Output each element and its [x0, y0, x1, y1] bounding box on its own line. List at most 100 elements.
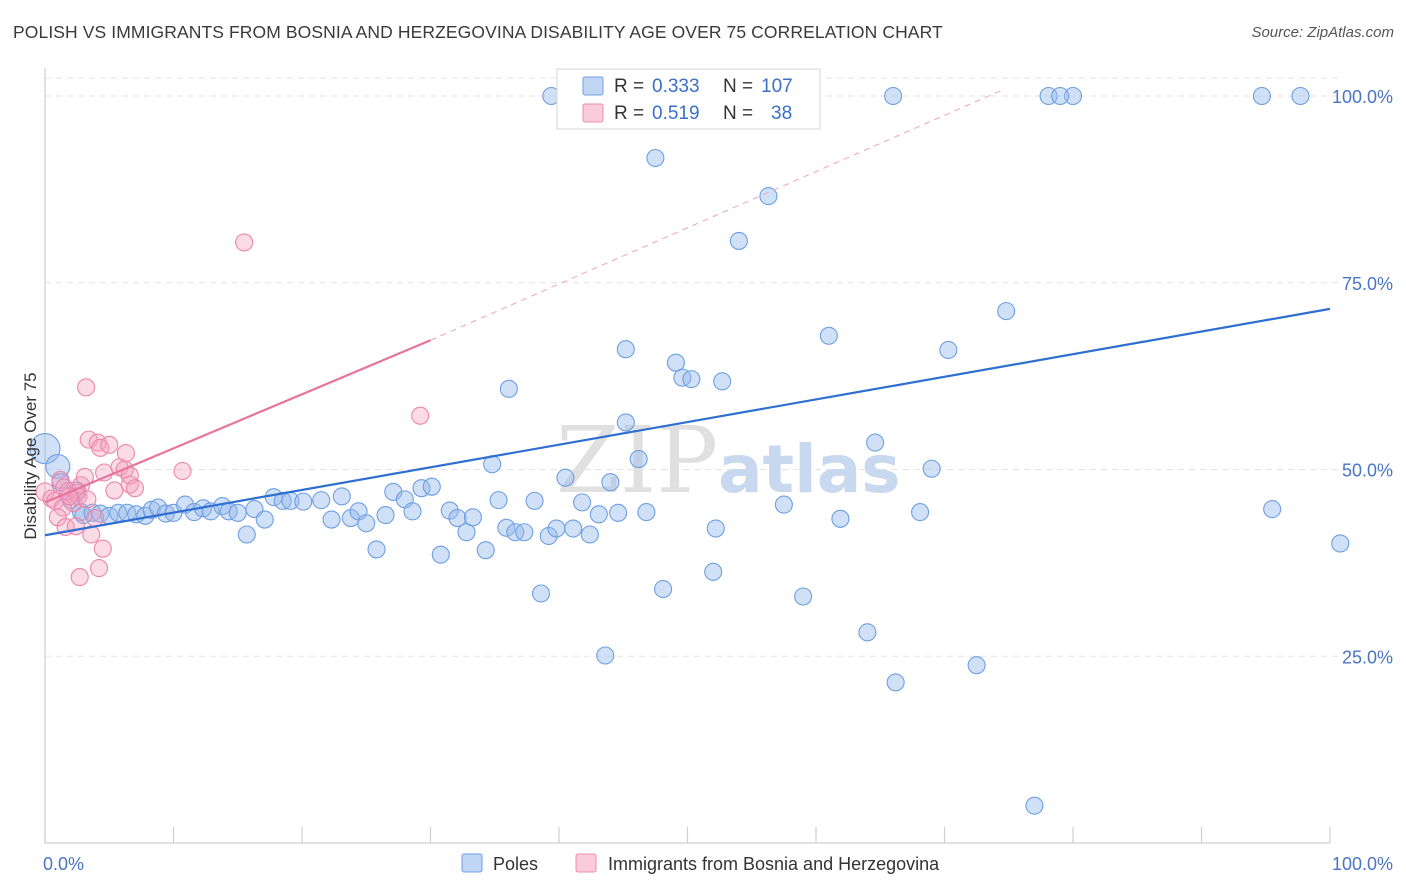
- watermark: ZIP atlas: [556, 407, 901, 514]
- poles-point-37: [357, 514, 376, 533]
- poles-point-94: [997, 302, 1016, 321]
- poles-point-78: [706, 519, 725, 538]
- poles-point-70: [616, 340, 635, 359]
- poles-trend-line: [44, 307, 1331, 537]
- trend-lines: [44, 89, 1331, 537]
- poles-point-50: [476, 541, 495, 560]
- bosnia-trend-line-extended: [430, 89, 1003, 341]
- bosnia-point-19: [77, 378, 96, 397]
- poles-point-73: [646, 148, 665, 168]
- y-tick-label-75: 75.0%: [1342, 274, 1393, 294]
- legend-n-label-2: N =: [723, 103, 753, 124]
- poles-point-97: [1063, 86, 1083, 106]
- poles-point-98: [884, 86, 903, 106]
- poles-point-60: [547, 519, 566, 538]
- poles-point-71: [629, 449, 648, 469]
- poles-point-75: [666, 353, 685, 372]
- bottom-legend-label-poles: Poles: [493, 854, 538, 874]
- poles-point-46: [440, 501, 459, 520]
- bottom-legend-label-bosnia: Immigrants from Bosnia and Herzegovina: [608, 854, 940, 874]
- axes: [44, 68, 1331, 844]
- poles-point-57: [525, 491, 544, 510]
- watermark-zip: ZIP: [556, 407, 718, 514]
- bosnia-point-14: [78, 490, 97, 509]
- legend-swatch-bosnia: [582, 103, 604, 123]
- x-tick-label-max: 100.0%: [1332, 854, 1393, 874]
- poles-point-55: [499, 379, 518, 398]
- poles-point-85: [819, 326, 838, 345]
- poles-point-61: [556, 468, 575, 487]
- poles-point-81: [729, 231, 748, 250]
- poles-point-92: [939, 340, 958, 360]
- poles-point-87: [858, 623, 877, 642]
- y-tick-label-50: 50.0%: [1342, 461, 1393, 481]
- poles-point-31: [294, 492, 313, 511]
- legend-swatch-poles: [582, 76, 604, 96]
- poles-point-67: [601, 473, 620, 492]
- legend-r-value-2: 0.519: [652, 103, 700, 124]
- poles-point-101: [1291, 86, 1310, 106]
- legend-box: R = 0.333 N = 107 R = 0.519 N = 38: [556, 68, 821, 130]
- bosnia-point-29: [116, 444, 136, 463]
- x-tick-label-min: 0.0%: [43, 854, 84, 874]
- bosnia-point-0: [35, 482, 55, 502]
- bosnia-point-35: [89, 559, 109, 578]
- poles-point-93: [967, 656, 986, 675]
- poles-point-24: [228, 503, 247, 522]
- legend-n-value-2: 38: [771, 103, 792, 124]
- poles-point-42: [403, 502, 422, 521]
- poles-point-83: [774, 495, 793, 514]
- y-axis-label: Disability Age Over 75: [21, 372, 40, 539]
- bosnia-point-24: [100, 435, 119, 454]
- legend-n-label-1: N =: [723, 76, 753, 97]
- poles-point-76: [673, 368, 692, 387]
- poles-point-49: [463, 508, 482, 527]
- poles-point-72: [637, 503, 656, 522]
- poles-point-89: [886, 673, 905, 692]
- poles-point-80: [713, 372, 732, 391]
- legend-r-label-2: R =: [614, 103, 644, 124]
- poles-point-79: [704, 562, 723, 581]
- poles-point-62: [564, 519, 583, 538]
- bosnia-point-34: [411, 406, 430, 425]
- bosnia-point-18: [70, 568, 89, 587]
- poles-point-99: [1051, 86, 1070, 106]
- grid-lines: [45, 77, 1338, 657]
- bosnia-trend-line: [44, 339, 431, 504]
- bosnia-point-31: [125, 479, 144, 498]
- poles-point-27: [255, 510, 274, 529]
- legend-r-label-1: R =: [614, 76, 644, 97]
- poles-point-95: [1025, 796, 1044, 815]
- poles-point-65: [589, 505, 608, 524]
- poles-point-53: [497, 518, 516, 537]
- poles-point-47: [448, 509, 467, 528]
- poles-point-84: [794, 587, 813, 606]
- poles-point-34: [332, 487, 351, 506]
- bosnia-point-32: [173, 461, 192, 481]
- bosnia-point-33: [235, 233, 254, 252]
- bosnia-point-10: [53, 498, 73, 517]
- bottom-legend-swatch-poles: [461, 853, 483, 873]
- poles-point-56: [515, 523, 534, 542]
- poles-point-39: [376, 506, 395, 525]
- legend-n-value-1: 107: [761, 76, 793, 97]
- bosnia-point-12: [48, 508, 67, 527]
- poles-point-100: [1252, 86, 1271, 106]
- bottom-legend-swatch-bosnia: [575, 853, 597, 873]
- poles-point-68: [609, 503, 628, 522]
- poles-point-91: [922, 459, 941, 478]
- poles-point-63: [573, 493, 592, 512]
- bosnia-point-16: [86, 509, 105, 528]
- poles-point-90: [911, 503, 930, 522]
- poles-point-58: [531, 584, 551, 603]
- bottom-legend: Poles Immigrants from Bosnia and Herzego…: [461, 853, 940, 874]
- poles-point-74: [654, 579, 673, 599]
- poles-point-25: [237, 525, 256, 544]
- poles-point-86: [831, 509, 850, 528]
- watermark-atlas: atlas: [718, 431, 901, 508]
- poles-point-103: [1331, 534, 1350, 553]
- bosnia-point-36: [93, 539, 112, 558]
- poles-point-52: [489, 491, 508, 510]
- poles-point-69: [616, 413, 635, 432]
